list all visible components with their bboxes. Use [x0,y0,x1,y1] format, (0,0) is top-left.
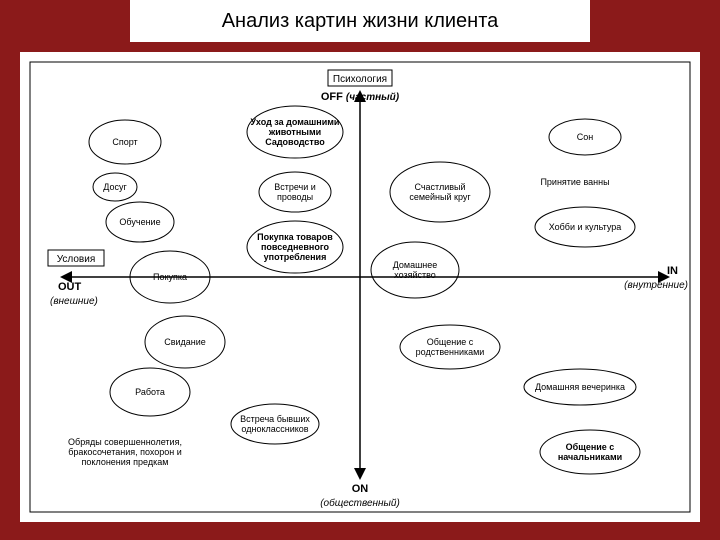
quadrant-diagram: Психология OFF (частный) ON (общественны… [20,52,700,522]
svg-text:Хобби и культура: Хобби и культура [549,222,621,232]
bubble-work: Работа [110,368,190,416]
axis-right-label: IN [667,265,678,277]
svg-text:Обряды совершеннолетия,бракосо: Обряды совершеннолетия,бракосочетания, п… [68,437,182,467]
svg-text:Общение сначальниками: Общение сначальниками [558,442,622,462]
svg-text:Психология: Психология [333,74,387,85]
axis-bottom-label: ON [352,483,369,495]
bubble-bath: Принятие ванны [540,177,609,187]
bubbles-group: Спорт Досуг Обучение Покупка Свидание Работа О… [68,106,640,474]
svg-text:Уход за домашнимиживотнымиСадо: Уход за домашнимиживотнымиСадоводство [251,117,340,147]
svg-text:Покупка: Покупка [153,272,187,282]
page-title: Анализ картин жизни клиента [222,10,499,33]
title-bar: Анализ картин жизни клиента [130,0,590,42]
svg-text:Досуг: Досуг [103,182,127,192]
bubble-date: Свидание [145,316,225,368]
axis-top-label: OFF (частный) [321,91,400,103]
axis-bottom-sublabel: (общественный) [320,497,400,509]
bubble-household: Домашнеехозяйство [371,242,459,298]
axis-top-box: Психология [328,70,392,86]
axis-right-sublabel: (внутренние) [624,280,688,291]
bubble-relatives: Общение сродственниками [400,325,500,369]
svg-text:Счастливыйсемейный круг: Счастливыйсемейный круг [409,182,471,202]
bubble-sport: Спорт [89,120,161,164]
svg-text:Покупка товаровповседневногоуп: Покупка товаровповседневногоупотребления [257,232,333,262]
bubble-hobby: Хобби и культура [535,207,635,247]
svg-text:Сон: Сон [577,132,594,142]
svg-text:Принятие ванны: Принятие ванны [540,177,609,187]
bubble-party: Домашняя вечеринка [524,369,636,405]
svg-text:Спорт: Спорт [112,137,137,147]
svg-text:Общение сродственниками: Общение сродственниками [416,337,485,357]
axes [60,90,670,480]
bubble-sleep: Сон [549,119,621,155]
bubble-family: Счастливыйсемейный круг [390,162,490,222]
bubble-study: Обучение [106,202,174,242]
svg-text:Встреча бывшиходноклассников: Встреча бывшиходноклассников [240,414,310,434]
bubble-pets: Уход за домашнимиживотнымиСадоводство [247,106,343,158]
svg-text:Свидание: Свидание [164,337,206,347]
bubble-meet: Встречи ипроводы [259,172,331,212]
svg-text:Условия: Условия [57,254,96,265]
svg-text:Встречи ипроводы: Встречи ипроводы [274,182,316,202]
diagram-canvas: Психология OFF (частный) ON (общественны… [20,52,700,522]
bubble-rituals: Обряды совершеннолетия,бракосочетания, п… [68,437,182,467]
axis-left-sublabel: (внешние) [50,296,98,307]
svg-text:Домашнеехозяйство: Домашнеехозяйство [393,260,438,280]
bubble-classmates: Встреча бывшиходноклассников [231,404,319,444]
bubble-leisure: Досуг [93,173,137,201]
svg-text:Обучение: Обучение [119,217,160,227]
bubble-daily: Покупка товаровповседневногоупотребления [247,221,343,273]
svg-text:Работа: Работа [135,387,165,397]
bubble-boss: Общение сначальниками [540,430,640,474]
axis-left-box: Условия [48,250,104,266]
svg-text:Домашняя вечеринка: Домашняя вечеринка [535,382,625,392]
axis-left-label: OUT [58,281,82,293]
